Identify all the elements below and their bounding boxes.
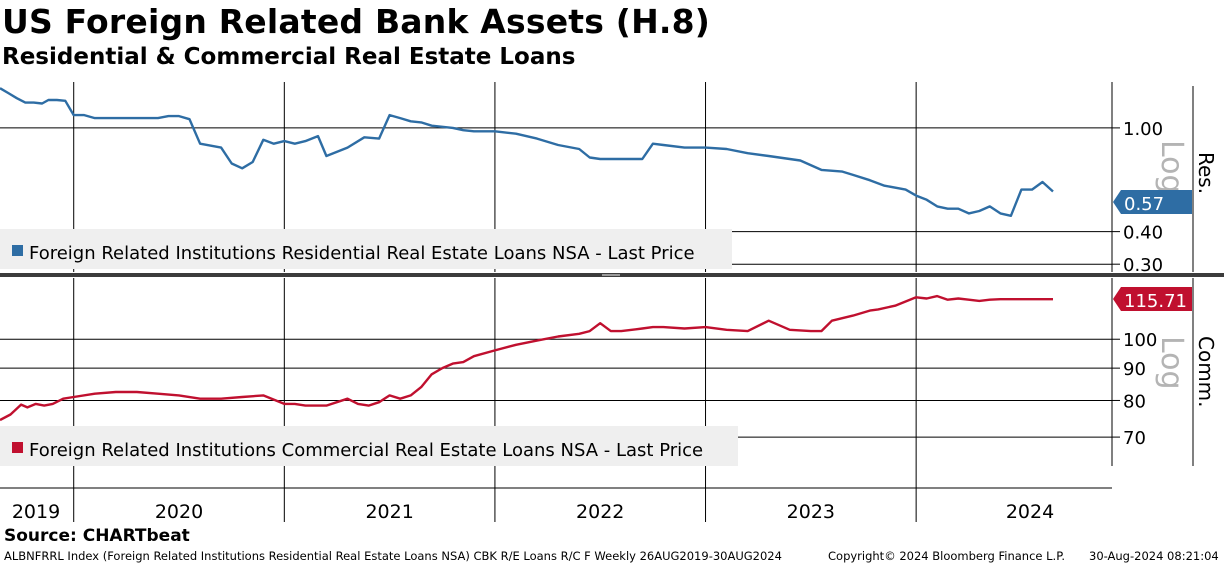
x-tick-label-2020: 2020 xyxy=(155,501,203,523)
chart-title: US Foreign Related Bank Assets (H.8) xyxy=(2,2,711,41)
bottom-grid xyxy=(0,338,1112,438)
x-tick-label-2019: 2019 xyxy=(12,501,60,523)
commercial-legend: Foreign Related Institutions Commercial … xyxy=(0,426,738,466)
commercial-last-value: 115.71 xyxy=(1124,291,1187,312)
commercial-series-line xyxy=(0,294,1053,422)
residential-last-value-badge: 0.57 xyxy=(1113,190,1192,215)
commercial-legend-swatch xyxy=(12,442,23,453)
residential-legend: Foreign Related Institutions Residential… xyxy=(0,229,732,269)
x-axis-year-labels: 2019 2020 2021 2022 2023 2024 xyxy=(12,501,1054,523)
commercial-legend-label: Foreign Related Institutions Commercial … xyxy=(29,440,703,461)
bottom-log-watermark: Log xyxy=(1154,336,1189,390)
top-tick-label-0: 1.00 xyxy=(1123,119,1163,140)
bottom-y-ticks: 100 90 80 70 xyxy=(1112,330,1157,449)
x-tick-label-2022: 2022 xyxy=(576,501,624,523)
ticker-info: ALBNFRRL Index (Foreign Related Institut… xyxy=(4,549,782,563)
top-tick-label-2: 0.30 xyxy=(1123,255,1163,276)
residential-last-value: 0.57 xyxy=(1124,194,1164,215)
top-tick-label-1: 0.40 xyxy=(1123,223,1163,244)
top-log-watermark: Log xyxy=(1154,140,1189,194)
residential-legend-label: Foreign Related Institutions Residential… xyxy=(29,243,695,264)
residential-legend-swatch xyxy=(12,245,23,256)
bottom-tick-label-0: 100 xyxy=(1123,330,1157,351)
timestamp: 30-Aug-2024 08:21:04 xyxy=(1089,549,1219,563)
top-y-ticks: 1.00 0.40 0.30 xyxy=(1112,119,1163,276)
bottom-tick-label-3: 70 xyxy=(1123,428,1146,449)
bottom-side-label: Comm. xyxy=(1194,336,1218,408)
copyright: Copyright© 2024 Bloomberg Finance L.P. xyxy=(828,549,1065,563)
residential-series-line xyxy=(0,87,1054,217)
bottom-tick-label-2: 80 xyxy=(1123,391,1146,412)
x-tick-label-2023: 2023 xyxy=(787,501,835,523)
panel-separator-handle[interactable] xyxy=(602,274,620,276)
x-tick-label-2024: 2024 xyxy=(1006,501,1054,523)
commercial-last-value-badge: 115.71 xyxy=(1113,287,1192,312)
bottom-tick-label-1: 90 xyxy=(1123,359,1146,380)
x-tick-label-2021: 2021 xyxy=(365,501,413,523)
top-side-label: Res. xyxy=(1194,152,1218,194)
source-label: Source: CHARTbeat xyxy=(4,526,190,546)
chart-subtitle: Residential & Commercial Real Estate Loa… xyxy=(2,44,576,70)
